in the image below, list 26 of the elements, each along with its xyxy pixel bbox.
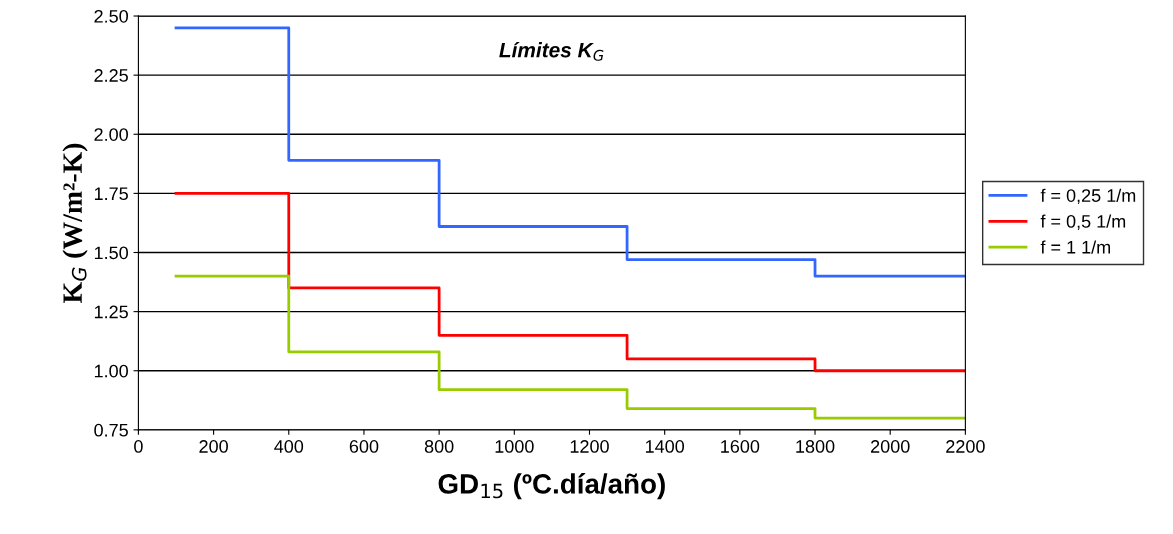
y-tick-label: 1.25 (94, 305, 128, 319)
x-tick-label: 1200 (570, 440, 609, 453)
x-tick-label: 2000 (871, 440, 910, 453)
y-axis-title: K$_{G}$ (W/m²-K) (62, 143, 88, 304)
y-tick-label: 2.00 (94, 128, 128, 141)
x-tick-label: 600 (349, 440, 379, 453)
x-tick-label: 2200 (946, 440, 985, 453)
x-tick-label: 400 (274, 440, 304, 453)
y-tick-label: 0.75 (94, 423, 128, 437)
legend-label: f = 1 1/m (1040, 240, 1111, 254)
x-axis-title: GD$_{15}$ (ºC.día/año) (438, 473, 665, 500)
y-tick-label: 2.50 (94, 9, 128, 23)
x-tick-label: 1800 (796, 440, 835, 453)
y-tick-label: 2.25 (94, 69, 128, 82)
y-tick-label: 1.50 (94, 246, 128, 260)
x-tick-label: 1600 (721, 440, 760, 453)
x-tick-label: 1000 (495, 440, 534, 453)
x-tick-label: 0 (134, 440, 143, 453)
legend-label: f = 0,5 1/m (1040, 214, 1126, 230)
x-tick-label: 1400 (645, 440, 685, 453)
legend-label: f = 0,25 1/m (1040, 188, 1136, 205)
text: Límites K$_{G}$ (499, 41, 604, 61)
x-tick-label: 200 (199, 440, 228, 453)
y-tick-label: 1.75 (94, 187, 128, 201)
y-tick-label: 1.00 (94, 364, 128, 378)
x-tick-label: 800 (424, 440, 454, 453)
